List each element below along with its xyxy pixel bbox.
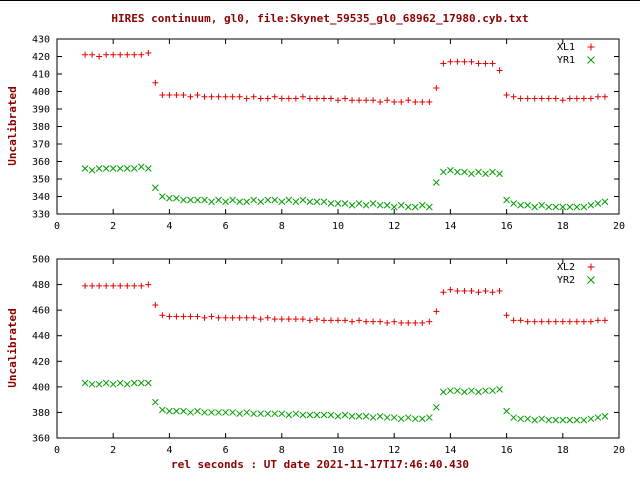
- series-YR2: [81, 379, 609, 424]
- y-tick-label: 430: [32, 35, 50, 46]
- x-tick-label: 10: [332, 445, 344, 456]
- x-tick-label: 14: [444, 221, 456, 232]
- legend-marker-YR2: [587, 276, 595, 284]
- y-tick-label: 440: [32, 331, 50, 342]
- x-tick-label: 8: [279, 445, 285, 456]
- y-tick-label: 360: [32, 157, 50, 168]
- y-tick-label: 360: [32, 434, 50, 445]
- y-tick-label: 390: [32, 105, 50, 116]
- y-tick-label: 480: [32, 280, 50, 291]
- x-axis-label: rel seconds : UT date 2021-11-17T17:46:4…: [170, 458, 469, 471]
- y-tick-label: 410: [32, 70, 50, 81]
- x-tick-label: 6: [223, 221, 229, 232]
- bottom-chart: 0 2 4 6 8 10 12 14 16 18 20 360 380 400 420 440 460 480 50…: [32, 255, 625, 457]
- plot-border: [56, 38, 620, 215]
- y-axis-ticks: [57, 38, 619, 215]
- y-tick-label: 400: [32, 382, 50, 393]
- y-tick-label: 350: [32, 175, 50, 186]
- legend-label-XL2: XL2: [557, 262, 575, 273]
- x-tick-label: 0: [54, 221, 60, 232]
- legend-label-YR1: YR1: [557, 55, 575, 66]
- legend-marker-XL2: [587, 263, 595, 271]
- x-tick-label: 20: [613, 445, 625, 456]
- x-tick-label: 18: [557, 221, 569, 232]
- x-tick-label: 14: [444, 445, 456, 456]
- x-tick-label: 2: [110, 221, 116, 232]
- x-tick-label: 20: [613, 221, 625, 232]
- y-tick-label: 420: [32, 52, 50, 63]
- y-axis-ticks: [57, 258, 619, 439]
- legend-label-XL1: XL1: [557, 42, 575, 53]
- y-tick-label: 330: [32, 210, 50, 221]
- chart-title: HIRES continuum, gl0, file:Skynet_59535_…: [111, 12, 529, 25]
- x-tick-label: 4: [166, 221, 172, 232]
- x-axis-ticks: [56, 39, 620, 214]
- y-tick-label: 500: [32, 255, 50, 266]
- series-XL1: [82, 50, 608, 105]
- y-tick-label: 370: [32, 140, 50, 151]
- x-tick-label: 16: [501, 445, 513, 456]
- legend-label-YR2: YR2: [557, 275, 575, 286]
- y-tick-label: 420: [32, 357, 50, 368]
- x-tick-label: 4: [166, 445, 172, 456]
- series-YR1: [81, 163, 609, 211]
- x-tick-label: 6: [223, 445, 229, 456]
- x-tick-label: 10: [332, 221, 344, 232]
- y-tick-label: 340: [32, 192, 50, 203]
- x-tick-label: 8: [279, 221, 285, 232]
- x-tick-label: 0: [54, 445, 60, 456]
- x-axis-ticks: [56, 259, 620, 438]
- x-tick-label: 2: [110, 445, 116, 456]
- x-tick-label: 12: [388, 445, 400, 456]
- top-chart: 0 2 4 6 8 10 12 14 16 18 20 330 340 350 360 370 380 390 40…: [32, 35, 625, 233]
- y-tick-label: 460: [32, 306, 50, 317]
- x-tick-label: 12: [388, 221, 400, 232]
- legend-marker-XL1: [587, 43, 595, 51]
- x-tick-label: 18: [557, 445, 569, 456]
- legend-marker-YR1: [587, 56, 595, 64]
- y-tick-label: 380: [32, 122, 50, 133]
- y-tick-label: 380: [32, 408, 50, 419]
- y-tick-label: 400: [32, 87, 50, 98]
- x-tick-label: 16: [501, 221, 513, 232]
- series-XL2: [82, 281, 608, 326]
